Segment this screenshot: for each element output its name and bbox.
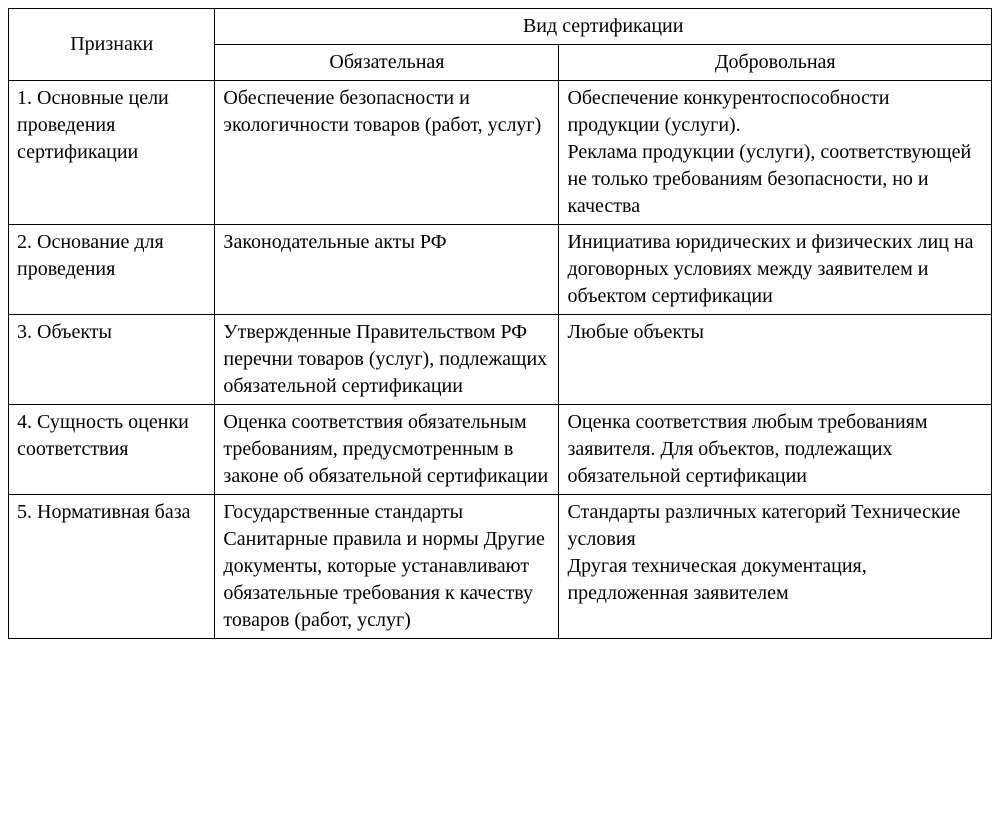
table-row: 2. Основание для проведения Законодатель… [9, 225, 992, 315]
cell-attribute: 5. Нормативная база [9, 495, 215, 639]
cell-attribute: 4. Сущность оценки соответствия [9, 405, 215, 495]
header-cert-type: Вид сертификации [215, 9, 992, 45]
cell-attribute: 1. Основные цели проведения сертификации [9, 81, 215, 225]
cell-attribute: 2. Основание для проведения [9, 225, 215, 315]
table-row: 4. Сущность оценки соответствия Оценка с… [9, 405, 992, 495]
cell-mandatory: Обеспечение безопасности и экологичности… [215, 81, 559, 225]
cell-voluntary: Оценка соответствия любым требованиям за… [559, 405, 992, 495]
header-row-1: Признаки Вид сертификации [9, 9, 992, 45]
header-mandatory: Обязательная [215, 45, 559, 81]
cell-voluntary: Любые объекты [559, 315, 992, 405]
table-header: Признаки Вид сертификации Обязательная Д… [9, 9, 992, 81]
cell-attribute: 3. Объекты [9, 315, 215, 405]
table-row: 3. Объекты Утвержденные Правительством Р… [9, 315, 992, 405]
table-body: 1. Основные цели проведения сертификации… [9, 81, 992, 639]
cell-mandatory: Оценка соответствия обязательным требова… [215, 405, 559, 495]
certification-table: Признаки Вид сертификации Обязательная Д… [8, 8, 992, 639]
header-voluntary: Добровольная [559, 45, 992, 81]
cell-mandatory: Законодательные акты РФ [215, 225, 559, 315]
header-attributes: Признаки [9, 9, 215, 81]
table-row: 1. Основные цели проведения сертификации… [9, 81, 992, 225]
cell-voluntary: Стандарты различных категорий Технически… [559, 495, 992, 639]
cell-voluntary: Обеспечение конкурентоспособности продук… [559, 81, 992, 225]
cell-voluntary: Инициатива юридических и физических лиц … [559, 225, 992, 315]
table-row: 5. Нормативная база Государственные стан… [9, 495, 992, 639]
cell-mandatory: Государственные стандарты Санитарные пра… [215, 495, 559, 639]
cell-mandatory: Утвержденные Правительством РФ перечни т… [215, 315, 559, 405]
